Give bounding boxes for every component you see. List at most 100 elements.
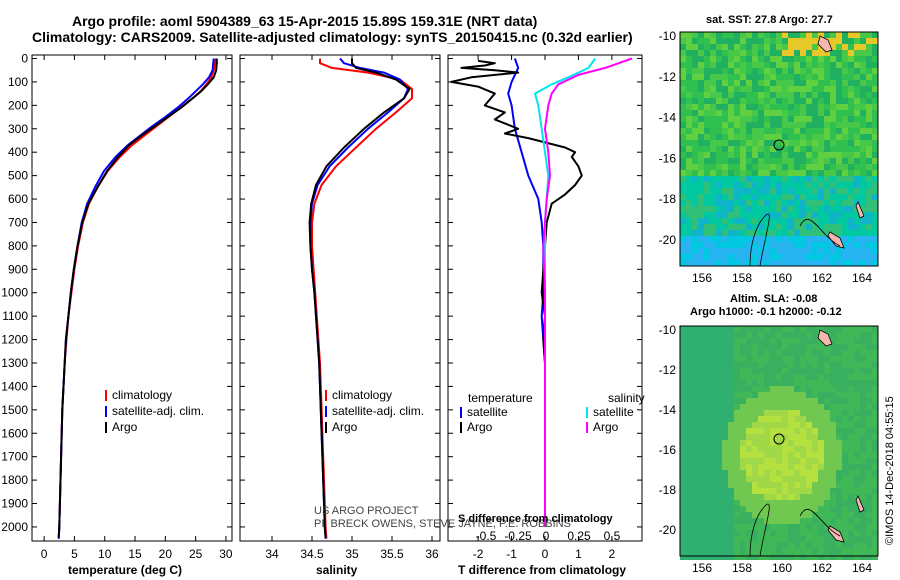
top-tick-label: 0 xyxy=(543,529,550,543)
copyright-stamp: ©IMOS 14-Dec-2018 04:55:15 xyxy=(884,396,896,545)
top-tick-label: 0.5 xyxy=(604,529,621,543)
map-lat-label: -14 xyxy=(659,403,677,417)
plot-frame xyxy=(239,54,441,542)
map-lat-label: -18 xyxy=(659,483,677,497)
sst-map: -10 -12 -14 -16 -18 -20 156 158 160 162 164 xyxy=(659,29,879,285)
map-lat-label: -14 xyxy=(659,111,677,125)
sla-map-title-line1: Altim. SLA: -0.08 xyxy=(730,293,818,305)
sst-map-title: sat. SST: 27.8 Argo: 27.7 xyxy=(706,14,833,26)
map-lat-label: -18 xyxy=(659,192,677,206)
depth-tick-label: 1700 xyxy=(1,450,28,464)
map-lat-label: -10 xyxy=(659,323,677,337)
series-line xyxy=(308,58,411,538)
x-tick-label: 34 xyxy=(265,547,279,561)
x-tick-label: 35.5 xyxy=(380,547,404,561)
legend-label: satellite xyxy=(467,405,508,419)
sla-map-title-line2: Argo h1000: -0.1 h2000: -0.12 xyxy=(690,306,842,318)
depth-tick-label: 1200 xyxy=(1,333,28,347)
legend-title: temperature xyxy=(468,391,533,405)
depth-tick-label: 1000 xyxy=(1,286,28,300)
depth-tick-label: 0 xyxy=(21,52,28,66)
t-difference-axis-label: T difference from climatology xyxy=(458,563,627,577)
island-shape xyxy=(817,35,833,53)
argo-position-marker xyxy=(773,139,785,151)
x-tick-label: 15 xyxy=(128,547,142,561)
depth-tick-label: 1500 xyxy=(1,403,28,417)
depth-tick-label: 400 xyxy=(8,145,28,159)
map-lon-label: 162 xyxy=(812,271,832,285)
x-tick-label: 1 xyxy=(575,547,582,561)
series-line xyxy=(542,57,633,527)
legend-label: climatology xyxy=(112,388,172,402)
map-lat-label: -12 xyxy=(659,70,677,84)
island-shape xyxy=(855,495,865,513)
x-tick-label: 5 xyxy=(71,547,78,561)
bathymetry-contour xyxy=(749,213,770,267)
depth-tick-label: 200 xyxy=(8,98,28,112)
legend-label: satellite-adj. clim. xyxy=(332,404,424,418)
plot-frame xyxy=(31,54,233,542)
x-tick-label: 34.5 xyxy=(300,547,324,561)
depth-tick-label: 2000 xyxy=(1,520,28,534)
salinity-panel: 34 34.5 35 35.5 36 climatology satellite-adj. … xyxy=(239,54,441,561)
legend-label: Argo xyxy=(593,420,619,434)
depth-axis: 0 100 200 300 400 500 600 700 800 900 1000 1100 1200… xyxy=(1,52,28,534)
salinity-axis-label: salinity xyxy=(316,563,358,577)
map-lon-label: 160 xyxy=(772,561,792,575)
legend-label: Argo xyxy=(467,420,493,434)
x-tick-label: 30 xyxy=(219,547,233,561)
depth-tick-label: 700 xyxy=(8,215,28,229)
island-shape xyxy=(855,201,865,219)
depth-tick-label: 1900 xyxy=(1,497,28,511)
depth-tick-label: 300 xyxy=(8,122,28,136)
x-tick-label: 0 xyxy=(41,547,48,561)
x-tick-label: 0 xyxy=(542,547,549,561)
credit-project: US ARGO PROJECT xyxy=(314,505,419,517)
s-difference-axis-label: S difference from climatology xyxy=(458,513,613,525)
depth-tick-label: 1600 xyxy=(1,426,28,440)
series-line xyxy=(57,58,218,538)
map-lat-label: -20 xyxy=(659,523,677,537)
map-lat-label: -12 xyxy=(659,363,677,377)
top-tick-label: -0.5 xyxy=(476,529,497,543)
depth-tick-label: 800 xyxy=(8,239,28,253)
x-tick-label: -2 xyxy=(473,547,484,561)
depth-tick-label: 1300 xyxy=(1,356,28,370)
bathymetry-contour xyxy=(749,503,770,557)
depth-tick-label: 900 xyxy=(8,262,28,276)
depth-tick-label: 600 xyxy=(8,192,28,206)
map-lat-label: -16 xyxy=(659,443,677,457)
depth-tick-label: 1800 xyxy=(1,473,28,487)
map-lat-label: -16 xyxy=(659,151,677,165)
map-frame xyxy=(679,31,879,267)
argo-position-marker xyxy=(773,433,785,445)
top-tick-label: -0.25 xyxy=(504,529,532,543)
bathymetry-contour xyxy=(799,508,841,537)
island-shape xyxy=(827,231,845,249)
depth-tick-label: 500 xyxy=(8,169,28,183)
temperature-axis-label: temperature (deg C) xyxy=(68,563,183,577)
x-tick-label: 25 xyxy=(189,547,203,561)
legend-label: satellite xyxy=(593,405,634,419)
legend-label: Argo xyxy=(332,420,358,434)
top-tick-label: 0.25 xyxy=(567,529,591,543)
x-tick-label: 35 xyxy=(345,547,359,561)
map-frame xyxy=(679,325,879,557)
chart-title-line1: Argo profile: aoml 5904389_63 15-Apr-201… xyxy=(72,13,538,29)
map-lon-label: 164 xyxy=(852,271,872,285)
map-lon-label: 158 xyxy=(732,271,752,285)
x-tick-label: -1 xyxy=(506,547,517,561)
map-lon-label: 164 xyxy=(852,561,872,575)
island-shape xyxy=(817,329,833,347)
bathymetry-contour xyxy=(799,218,841,247)
temperature-panel: 0 5 10 15 20 25 30 climatology satellite-adj. cl… xyxy=(31,54,233,561)
legend-title: salinity xyxy=(608,391,645,405)
legend-label: Argo xyxy=(112,420,138,434)
depth-tick-label: 1400 xyxy=(1,379,28,393)
chart-title-line2: Climatology: CARS2009. Satellite-adjuste… xyxy=(32,29,633,45)
map-lon-label: 156 xyxy=(692,271,712,285)
map-lon-label: 158 xyxy=(732,561,752,575)
sla-map: -10 -12 -14 -16 -18 -20 156 158 160 162 164 xyxy=(659,323,879,575)
map-lon-label: 160 xyxy=(772,271,792,285)
